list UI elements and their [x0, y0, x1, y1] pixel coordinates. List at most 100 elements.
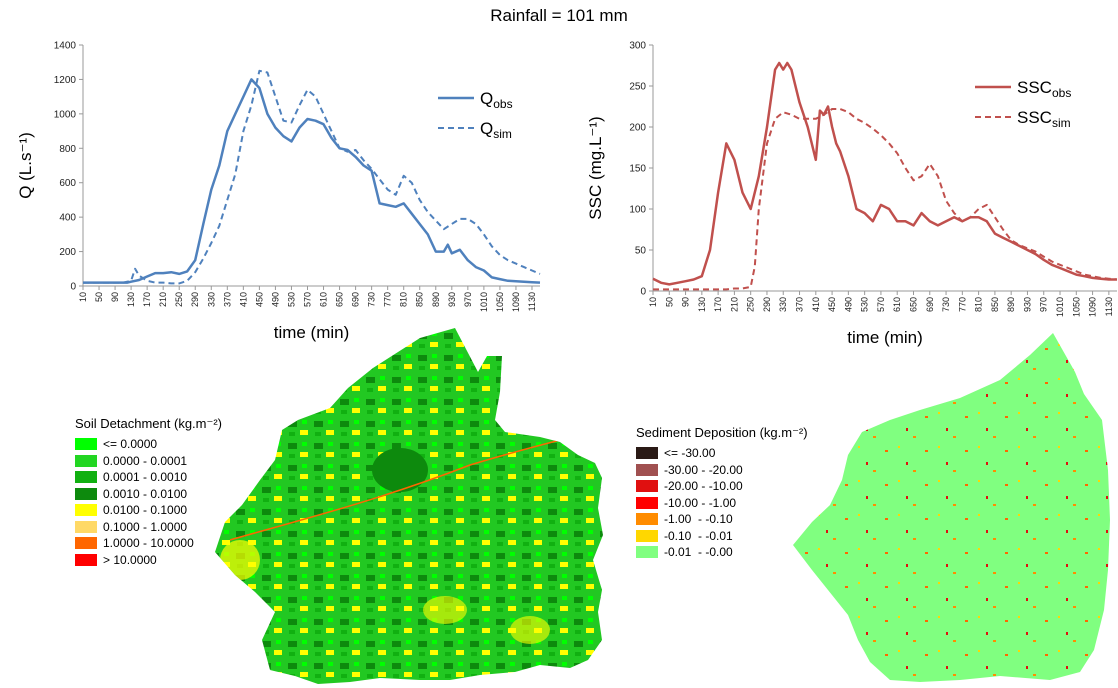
x-tick-label: 610	[319, 292, 329, 307]
legend-label: -0.10 - -0.01	[664, 528, 733, 543]
x-tick-label: 690	[351, 292, 361, 307]
legend-item: <= -30.00	[636, 445, 808, 462]
x-tick-label: 1130	[527, 292, 537, 311]
y-tick-label: 250	[629, 82, 646, 93]
x-tick-label: 730	[367, 292, 377, 307]
y-tick-label: 200	[59, 247, 76, 258]
y-tick-label: 1000	[54, 109, 77, 120]
x-tick-label: 130	[697, 297, 707, 312]
y-tick-label: 1200	[54, 75, 77, 86]
x-tick-label: 690	[925, 297, 935, 312]
x-tick-label: 10	[78, 292, 88, 302]
y-axis-title: SSC (mg.L⁻¹)	[586, 116, 605, 219]
x-tick-label: 10	[648, 297, 658, 307]
legend-swatch	[636, 529, 658, 542]
legend-swatch	[636, 447, 658, 460]
x-tick-label: 1050	[495, 292, 505, 312]
legend-label: 1.0000 - 10.0000	[103, 536, 194, 551]
legend-label: -20.00 - -10.00	[664, 479, 743, 494]
legend-swatch	[75, 454, 97, 467]
x-tick-label: 730	[941, 297, 951, 312]
legend-swatch	[636, 546, 658, 559]
legend-swatch	[75, 438, 97, 451]
x-tick-label: 330	[206, 292, 216, 307]
series-line-qsim	[83, 69, 541, 285]
x-tick-label: 970	[1039, 297, 1049, 312]
legend-item: 0.0100 - 0.1000	[75, 502, 222, 519]
legend-swatch	[636, 480, 658, 493]
legend-item: -0.01 - -0.00	[636, 544, 808, 561]
x-tick-label: 130	[126, 292, 136, 307]
y-tick-label: 0	[70, 282, 76, 293]
legend-swatch	[75, 471, 97, 484]
x-tick-label: 850	[990, 297, 1000, 312]
legend-label: Qsim	[480, 119, 512, 141]
y-tick-label: 400	[59, 213, 76, 224]
y-tick-label: 0	[640, 287, 646, 298]
x-tick-label: 890	[431, 292, 441, 307]
x-tick-label: 250	[174, 292, 184, 307]
x-tick-label: 490	[843, 297, 853, 312]
x-tick-label: 1050	[1071, 297, 1081, 317]
legend-label: -30.00 - -20.00	[664, 462, 743, 477]
legend-label: <= -30.00	[664, 446, 716, 461]
legend-label: SSCsim	[1017, 108, 1071, 130]
x-tick-label: 50	[94, 292, 104, 302]
series-line-qobs	[83, 78, 541, 284]
legend-item: 1.0000 - 10.0000	[75, 535, 222, 552]
legend-swatch	[75, 537, 97, 550]
series-line-sscsim	[653, 108, 1118, 291]
x-tick-label: 770	[383, 292, 393, 307]
x-tick-label: 1010	[1055, 297, 1065, 317]
legend-item: -1.00 - -0.10	[636, 511, 808, 528]
x-tick-label: 770	[957, 297, 967, 312]
legend-item: > 10.0000	[75, 552, 222, 569]
x-tick-label: 1010	[479, 292, 489, 312]
legend-label: 0.0001 - 0.0010	[103, 470, 188, 485]
x-tick-label: 290	[190, 292, 200, 307]
x-tick-label: 530	[860, 297, 870, 312]
x-tick-label: 490	[270, 292, 280, 307]
x-tick-label: 410	[238, 292, 248, 307]
y-tick-label: 200	[629, 123, 646, 134]
figure-title: Rainfall = 101 mm	[490, 6, 628, 25]
x-tick-label: 370	[795, 297, 805, 312]
legend-title: Sediment Deposition (kg.m⁻²)	[636, 425, 808, 440]
legend-item: <= 0.0000	[75, 436, 222, 453]
x-tick-label: 890	[1006, 297, 1016, 312]
x-tick-label: 250	[746, 297, 756, 312]
legend-label: 0.1000 - 1.0000	[103, 519, 188, 534]
legend-label: 0.0100 - 0.1000	[103, 503, 188, 518]
sediment-deposition-legend: Sediment Deposition (kg.m⁻²) <= -30.00 -3…	[636, 425, 808, 561]
x-tick-label: 930	[447, 292, 457, 307]
x-tick-label: 610	[892, 297, 902, 312]
x-tick-label: 450	[254, 292, 264, 307]
legend-item: -20.00 - -10.00	[636, 478, 808, 495]
legend-swatch	[75, 553, 97, 566]
legend-swatch	[636, 496, 658, 509]
legend-label: > 10.0000	[103, 552, 157, 567]
x-tick-label: 1090	[511, 292, 521, 312]
legend-item: 0.0001 - 0.0010	[75, 469, 222, 486]
x-tick-label: 850	[415, 292, 425, 307]
legend-item: 0.0010 - 0.0100	[75, 486, 222, 503]
legend-swatch	[75, 487, 97, 500]
y-tick-label: 800	[59, 144, 76, 155]
x-tick-label: 50	[664, 297, 674, 307]
x-axis-title: time (min)	[847, 328, 923, 347]
x-tick-label: 90	[110, 292, 120, 302]
legend-label: SSCobs	[1017, 78, 1071, 100]
x-tick-label: 570	[302, 292, 312, 307]
soil-detachment-legend: Soil Detachment (kg.m⁻²) <= 0.0000 0.0000…	[75, 416, 222, 568]
x-tick-label: 170	[713, 297, 723, 312]
x-tick-label: 210	[729, 297, 739, 312]
legend-label: <= 0.0000	[103, 437, 158, 452]
y-tick-label: 300	[629, 41, 646, 52]
y-tick-label: 1400	[54, 41, 77, 52]
legend-label: -0.01 - -0.00	[664, 545, 733, 560]
y-tick-label: 150	[629, 164, 646, 175]
x-tick-label: 970	[463, 292, 473, 307]
x-tick-label: 530	[286, 292, 296, 307]
